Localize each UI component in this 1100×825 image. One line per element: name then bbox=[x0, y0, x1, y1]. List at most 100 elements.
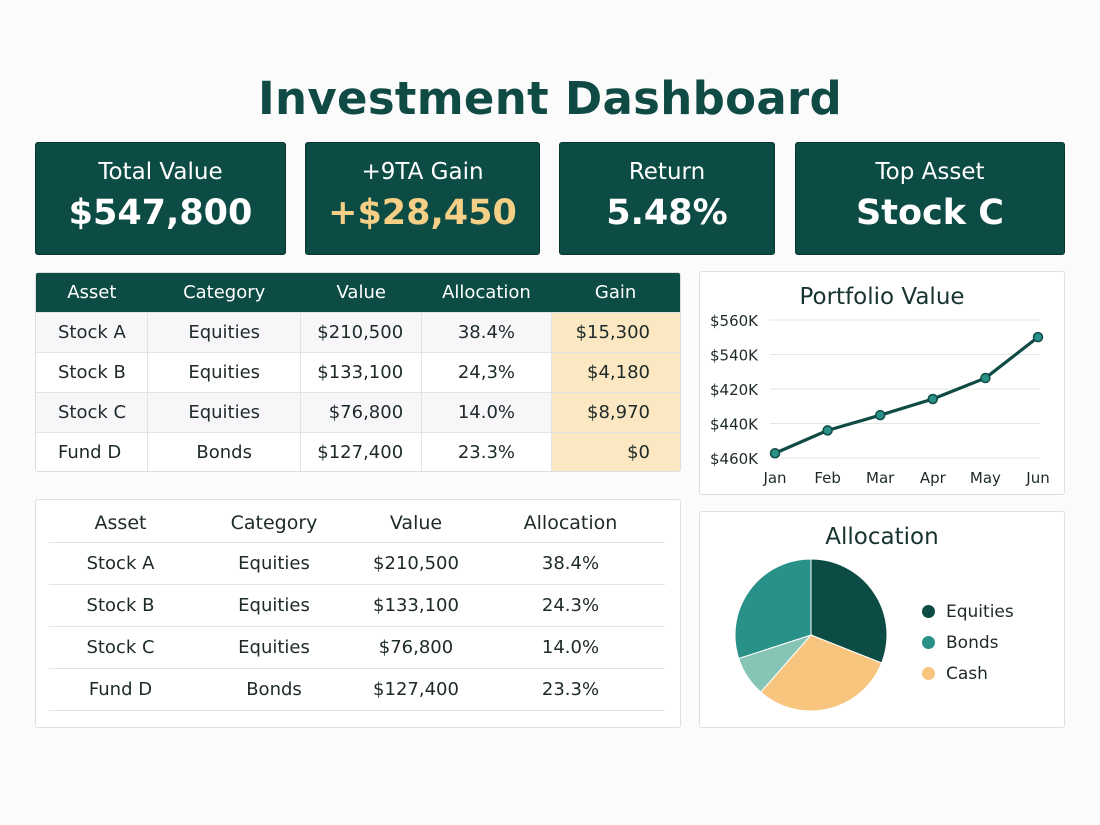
kpi-value: $547,800 bbox=[68, 193, 253, 233]
kpi-label: +9TA Gain bbox=[361, 159, 484, 185]
cell-allocation: 38.4% bbox=[476, 542, 665, 585]
cell-gain: $4,180 bbox=[551, 351, 680, 392]
holdings-gain-table: Asset Category Value Allocation Gain Sto… bbox=[35, 272, 681, 472]
kpi-value: 5.48% bbox=[606, 193, 728, 233]
legend-swatch-bonds bbox=[922, 636, 935, 649]
legend-swatch-cash bbox=[922, 667, 935, 680]
data-point bbox=[822, 425, 833, 436]
cell-value: $76,800 bbox=[300, 391, 423, 432]
series-line bbox=[774, 335, 1039, 455]
legend-item: Bonds bbox=[922, 627, 1014, 658]
data-point bbox=[1032, 331, 1044, 343]
cell-allocation: 23.3% bbox=[476, 668, 665, 711]
kpi-label: Return bbox=[628, 159, 706, 185]
y-tick-label: $460K bbox=[710, 450, 759, 468]
column-header: Value bbox=[356, 504, 476, 543]
cell-allocation: 24,3% bbox=[421, 351, 552, 392]
cell-value: $210,500 bbox=[300, 311, 423, 352]
cell-value: $127,400 bbox=[300, 431, 423, 471]
cell-category: Bonds bbox=[192, 668, 356, 711]
column-header: Gain bbox=[594, 281, 637, 303]
cell-category: Equities bbox=[192, 542, 356, 585]
cell-allocation: 24.3% bbox=[476, 584, 665, 627]
cell-value: $127,400 bbox=[356, 668, 476, 711]
column-header: Asset bbox=[49, 504, 192, 543]
column-header: Value bbox=[336, 281, 386, 303]
legend-item: Cash bbox=[922, 658, 1014, 689]
cell-category: Bonds bbox=[147, 431, 302, 471]
y-tick-label: $440K bbox=[710, 416, 759, 434]
table-header-row: Asset Category Value Allocation Gain bbox=[36, 273, 680, 312]
cell-category: Equities bbox=[147, 311, 302, 352]
cell-asset: Stock B bbox=[36, 351, 149, 392]
cell-asset: Fund D bbox=[36, 431, 149, 471]
column-header: Category bbox=[192, 504, 356, 543]
x-tick-label: Jan bbox=[762, 469, 786, 487]
legend-label: Equities bbox=[946, 601, 1014, 622]
cell-value: $133,100 bbox=[356, 584, 476, 627]
chart-title: Portfolio Value bbox=[799, 284, 965, 310]
y-tick-label: $420K bbox=[710, 381, 759, 399]
table-row: Stock B Equities $133,100 24,3% $4,180 bbox=[36, 351, 680, 392]
kpi-card-return: Return 5.48% bbox=[559, 142, 775, 255]
column-header: Allocation bbox=[476, 504, 665, 543]
legend-item: Equities bbox=[922, 596, 1014, 627]
cell-asset: Stock C bbox=[49, 626, 192, 669]
data-point bbox=[874, 409, 886, 421]
cell-asset: Fund D bbox=[49, 668, 192, 711]
x-tick-label: Apr bbox=[920, 469, 947, 487]
data-point bbox=[927, 393, 939, 405]
y-tick-label: $540K bbox=[710, 347, 759, 365]
pie-slice-cash bbox=[760, 634, 883, 712]
kpi-value: +$28,450 bbox=[328, 193, 517, 233]
page-title: Investment Dashboard bbox=[258, 72, 842, 125]
cell-asset: Stock A bbox=[49, 542, 192, 585]
cell-asset: Stock B bbox=[49, 584, 192, 627]
column-header: Asset bbox=[67, 281, 117, 303]
allocation-card: Allocation Equities Bonds Cash bbox=[699, 511, 1065, 728]
cell-category: Equities bbox=[192, 626, 356, 669]
table-row: Stock A Equities $210,500 38.4% $15,300 bbox=[36, 311, 680, 352]
pie-slice-equities bbox=[810, 558, 888, 664]
legend-label: Bonds bbox=[946, 632, 999, 653]
kpi-value: Stock C bbox=[856, 193, 1004, 233]
kpi-label: Total Value bbox=[98, 159, 223, 185]
cell-allocation: 23.3% bbox=[421, 431, 552, 471]
legend-swatch-equities bbox=[922, 605, 935, 618]
cell-allocation: 14.0% bbox=[421, 391, 552, 432]
table-row: Stock C Equities $76,800 14.0% $8,970 bbox=[36, 391, 680, 432]
cell-gain: $0 bbox=[551, 431, 680, 471]
kpi-card-top-asset: Top Asset Stock C bbox=[795, 142, 1065, 255]
cell-category: Equities bbox=[147, 391, 302, 432]
x-tick-label: Jun bbox=[1025, 469, 1049, 487]
table-row: Fund D Bonds $127,400 23.3% $0 bbox=[36, 431, 680, 471]
data-point bbox=[980, 372, 991, 384]
chart-legend: Equities Bonds Cash bbox=[922, 596, 1014, 689]
cell-asset: Stock C bbox=[36, 391, 149, 432]
cell-value: $210,500 bbox=[356, 542, 476, 585]
table-row: Fund D Bonds $127,400 23.3% bbox=[49, 668, 665, 711]
x-tick-label: Mar bbox=[866, 469, 895, 487]
cell-category: Equities bbox=[147, 351, 302, 392]
cell-value: $76,800 bbox=[356, 626, 476, 669]
kpi-card-total-value: Total Value $547,800 bbox=[35, 142, 286, 255]
pie-slice-bonds bbox=[734, 558, 812, 660]
portfolio-value-card: Portfolio Value $560K $540K $420K $440K $460… bbox=[699, 271, 1065, 495]
data-point bbox=[769, 447, 781, 459]
cell-allocation: 38.4% bbox=[421, 311, 552, 352]
cell-allocation: 14.0% bbox=[476, 626, 665, 669]
cell-gain: $15,300 bbox=[551, 311, 680, 352]
table-row: Stock C Equities $76,800 14.0% bbox=[49, 626, 665, 669]
chart-title: Allocation bbox=[825, 524, 939, 550]
x-tick-label: Feb bbox=[814, 469, 841, 487]
column-header: Allocation bbox=[442, 281, 531, 303]
cell-gain: $8,970 bbox=[551, 391, 680, 432]
table-row: Stock A Equities $210,500 38.4% bbox=[49, 542, 665, 585]
kpi-card-gain: +9TA Gain +$28,450 bbox=[305, 142, 540, 255]
holdings-table: Asset Category Value Allocation Stock A … bbox=[35, 499, 681, 728]
kpi-label: Top Asset bbox=[875, 159, 985, 185]
column-header: Category bbox=[183, 281, 266, 303]
cell-value: $133,100 bbox=[300, 351, 423, 392]
cell-asset: Stock A bbox=[36, 311, 149, 352]
